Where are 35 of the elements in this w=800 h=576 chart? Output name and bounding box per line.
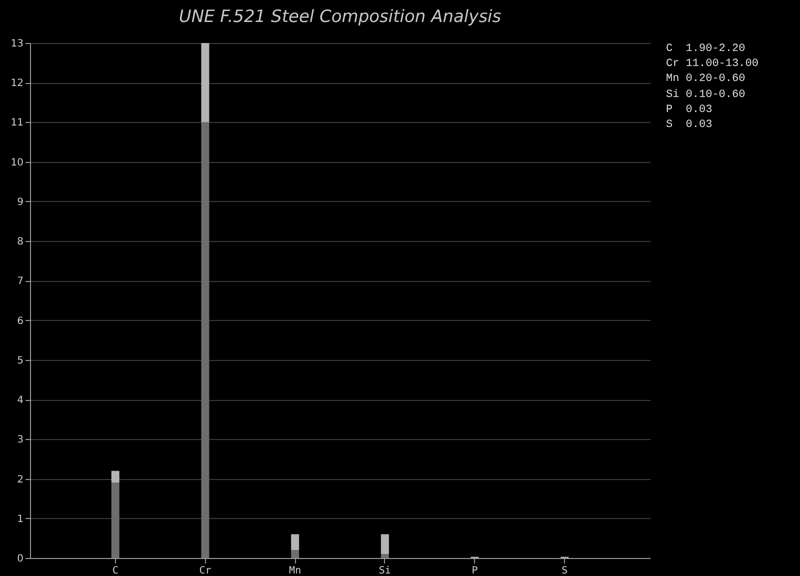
y-tick-label: 11 (10, 118, 24, 129)
bar (291, 534, 300, 550)
bar (201, 122, 210, 558)
bar (201, 43, 210, 122)
y-tick-label: 9 (17, 196, 24, 208)
text: Cr 11.00-13.00 (666, 57, 758, 72)
text: C 1.90-2.20 (666, 42, 746, 57)
text: S 0.03 (666, 118, 714, 134)
x-tick-label: C (112, 566, 118, 576)
y-tick-label: 2 (17, 474, 24, 486)
y-tick-label: 5 (17, 355, 24, 366)
y-tick-label: 8 (17, 236, 24, 248)
x-tick-label: S (562, 566, 568, 576)
bar (111, 470, 120, 483)
y-tick-label: 7 (17, 276, 24, 288)
y-tick-label: 1 (17, 514, 24, 525)
bar (380, 554, 389, 558)
text: Mn 0.20-0.60 (666, 72, 746, 88)
y-tick-label: 0 (17, 554, 24, 564)
x-tick-label: Si (378, 566, 391, 576)
y-tick-label: 13 (10, 38, 24, 50)
text: P 0.03 (666, 102, 714, 118)
y-tick-label: 3 (17, 434, 24, 446)
chart-title: UNE F.521 Steel Composition Analysis (178, 7, 502, 27)
x-tick-label: Cr (199, 566, 212, 576)
y-tick-label: 6 (17, 316, 24, 327)
y-tick-label: 10 (10, 157, 24, 168)
text: Si 0.10-0.60 (666, 88, 746, 103)
bar (380, 534, 389, 554)
x-tick-label: P (472, 566, 478, 576)
bar (111, 482, 120, 558)
bar (291, 550, 300, 558)
y-tick-label: 4 (17, 395, 24, 406)
y-tick-label: 12 (10, 78, 24, 90)
x-tick-label: Mn (289, 566, 302, 576)
